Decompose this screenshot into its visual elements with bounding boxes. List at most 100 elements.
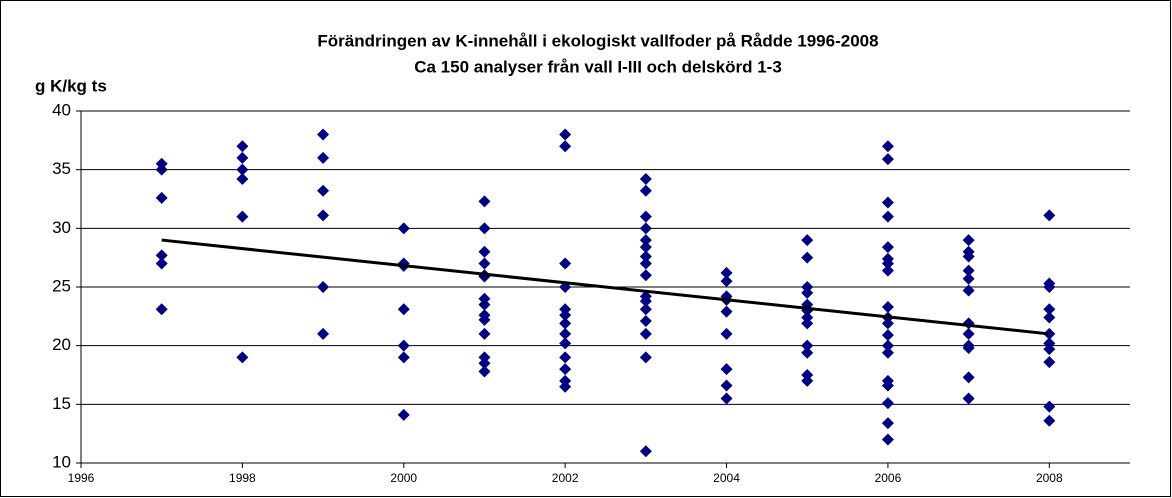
- data-point: [155, 257, 168, 270]
- data-point: [881, 196, 894, 209]
- data-point: [881, 241, 894, 254]
- data-point: [236, 163, 249, 176]
- data-point: [881, 317, 894, 330]
- data-point: [317, 151, 330, 164]
- data-point: [1043, 343, 1056, 356]
- data-point: [236, 351, 249, 364]
- data-point: [881, 329, 894, 342]
- data-point: [478, 327, 491, 340]
- data-point: [639, 269, 652, 282]
- x-tick-label: 1996: [68, 471, 95, 485]
- data-point: [639, 241, 652, 254]
- data-point: [801, 346, 814, 359]
- data-point: [801, 374, 814, 387]
- y-tick-label: 30: [52, 218, 71, 237]
- trend-line: [161, 238, 1050, 336]
- data-point: [317, 128, 330, 141]
- data-point: [155, 191, 168, 204]
- data-point: [478, 313, 491, 326]
- data-point: [801, 339, 814, 352]
- data-point: [881, 153, 894, 166]
- data-point: [397, 351, 410, 364]
- data-point: [720, 305, 733, 318]
- data-point: [236, 173, 249, 186]
- data-point: [559, 337, 572, 350]
- data-point: [962, 234, 975, 247]
- data-point: [559, 351, 572, 364]
- data-point: [236, 210, 249, 223]
- data-point: [801, 317, 814, 330]
- data-point: [639, 303, 652, 316]
- data-point: [155, 249, 168, 262]
- data-point: [962, 327, 975, 340]
- data-point: [962, 371, 975, 384]
- data-point: [478, 365, 491, 378]
- data-point: [881, 210, 894, 223]
- data-point: [639, 210, 652, 223]
- data-point: [720, 392, 733, 405]
- data-point: [720, 327, 733, 340]
- data-point: [962, 264, 975, 277]
- data-point: [478, 245, 491, 258]
- data-point: [478, 357, 491, 370]
- data-point: [720, 363, 733, 376]
- data-point: [559, 327, 572, 340]
- data-point: [317, 281, 330, 293]
- data-point: [478, 257, 491, 270]
- data-point: [720, 266, 733, 279]
- data-point: [962, 342, 975, 355]
- data-point: [881, 417, 894, 430]
- y-tick-label: 20: [52, 335, 71, 354]
- data-point: [1043, 311, 1056, 324]
- data-point: [881, 339, 894, 352]
- data-point: [478, 195, 491, 208]
- data-point: [881, 257, 894, 270]
- data-point: [559, 380, 572, 393]
- data-point: [317, 209, 330, 222]
- data-point: [397, 339, 410, 352]
- data-point: [397, 303, 410, 316]
- data-point: [559, 140, 572, 153]
- data-point: [639, 184, 652, 197]
- y-tick-label: 40: [52, 100, 71, 119]
- data-point: [397, 222, 410, 235]
- data-point: [317, 327, 330, 340]
- data-point: [236, 151, 249, 164]
- y-tick-label: 25: [52, 276, 71, 295]
- data-point: [639, 250, 652, 263]
- chart-title: Förändringen av K-innehåll i ekologiskt …: [317, 31, 878, 50]
- data-point: [881, 433, 894, 446]
- data-point: [478, 222, 491, 235]
- data-point: [559, 317, 572, 330]
- data-point: [397, 408, 410, 421]
- data-point: [1043, 356, 1056, 369]
- data-point: [639, 295, 652, 308]
- data-point: [639, 173, 652, 186]
- data-point: [1043, 414, 1056, 427]
- data-point: [639, 257, 652, 270]
- data-point: [962, 272, 975, 285]
- y-tick-label: 15: [52, 394, 71, 413]
- data-point: [720, 275, 733, 288]
- y-tick-label: 10: [52, 452, 71, 471]
- data-point: [155, 163, 168, 176]
- data-point: [317, 184, 330, 197]
- data-point: [236, 140, 249, 153]
- data-point: [801, 286, 814, 299]
- y-axis-label: g K/kg ts: [35, 76, 107, 95]
- x-tick-label: 2006: [875, 471, 902, 485]
- data-point: [881, 140, 894, 153]
- data-point: [1043, 303, 1056, 316]
- data-point: [881, 264, 894, 277]
- data-point: [881, 300, 894, 313]
- data-point: [881, 397, 894, 410]
- x-tick-label: 2004: [713, 471, 740, 485]
- data-point: [639, 351, 652, 364]
- data-point: [1043, 281, 1056, 293]
- x-tick-label: 2002: [552, 471, 579, 485]
- data-point: [720, 379, 733, 392]
- data-point: [559, 363, 572, 376]
- data-point: [1043, 209, 1056, 222]
- data-point: [639, 315, 652, 328]
